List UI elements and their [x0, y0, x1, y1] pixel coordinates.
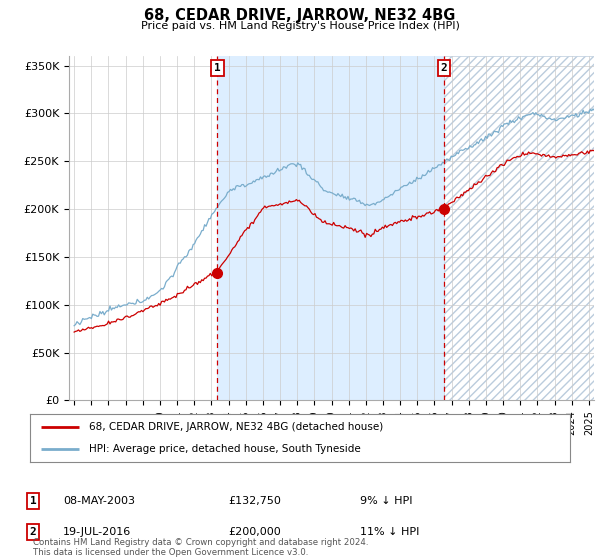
- Text: 08-MAY-2003: 08-MAY-2003: [63, 496, 135, 506]
- Text: 1: 1: [29, 496, 37, 506]
- Text: £200,000: £200,000: [228, 527, 281, 537]
- Text: 11% ↓ HPI: 11% ↓ HPI: [360, 527, 419, 537]
- Text: 68, CEDAR DRIVE, JARROW, NE32 4BG (detached house): 68, CEDAR DRIVE, JARROW, NE32 4BG (detac…: [89, 422, 383, 432]
- Text: Contains HM Land Registry data © Crown copyright and database right 2024.
This d: Contains HM Land Registry data © Crown c…: [33, 538, 368, 557]
- Text: 9% ↓ HPI: 9% ↓ HPI: [360, 496, 413, 506]
- Text: 2: 2: [29, 527, 37, 537]
- Text: 19-JUL-2016: 19-JUL-2016: [63, 527, 131, 537]
- Text: Price paid vs. HM Land Registry's House Price Index (HPI): Price paid vs. HM Land Registry's House …: [140, 21, 460, 31]
- Text: 68, CEDAR DRIVE, JARROW, NE32 4BG: 68, CEDAR DRIVE, JARROW, NE32 4BG: [145, 8, 455, 24]
- Text: £132,750: £132,750: [228, 496, 281, 506]
- Text: 1: 1: [214, 63, 221, 73]
- Text: 2: 2: [440, 63, 447, 73]
- Bar: [444, 56, 594, 400]
- Text: HPI: Average price, detached house, South Tyneside: HPI: Average price, detached house, Sout…: [89, 444, 361, 454]
- Bar: [217, 56, 444, 400]
